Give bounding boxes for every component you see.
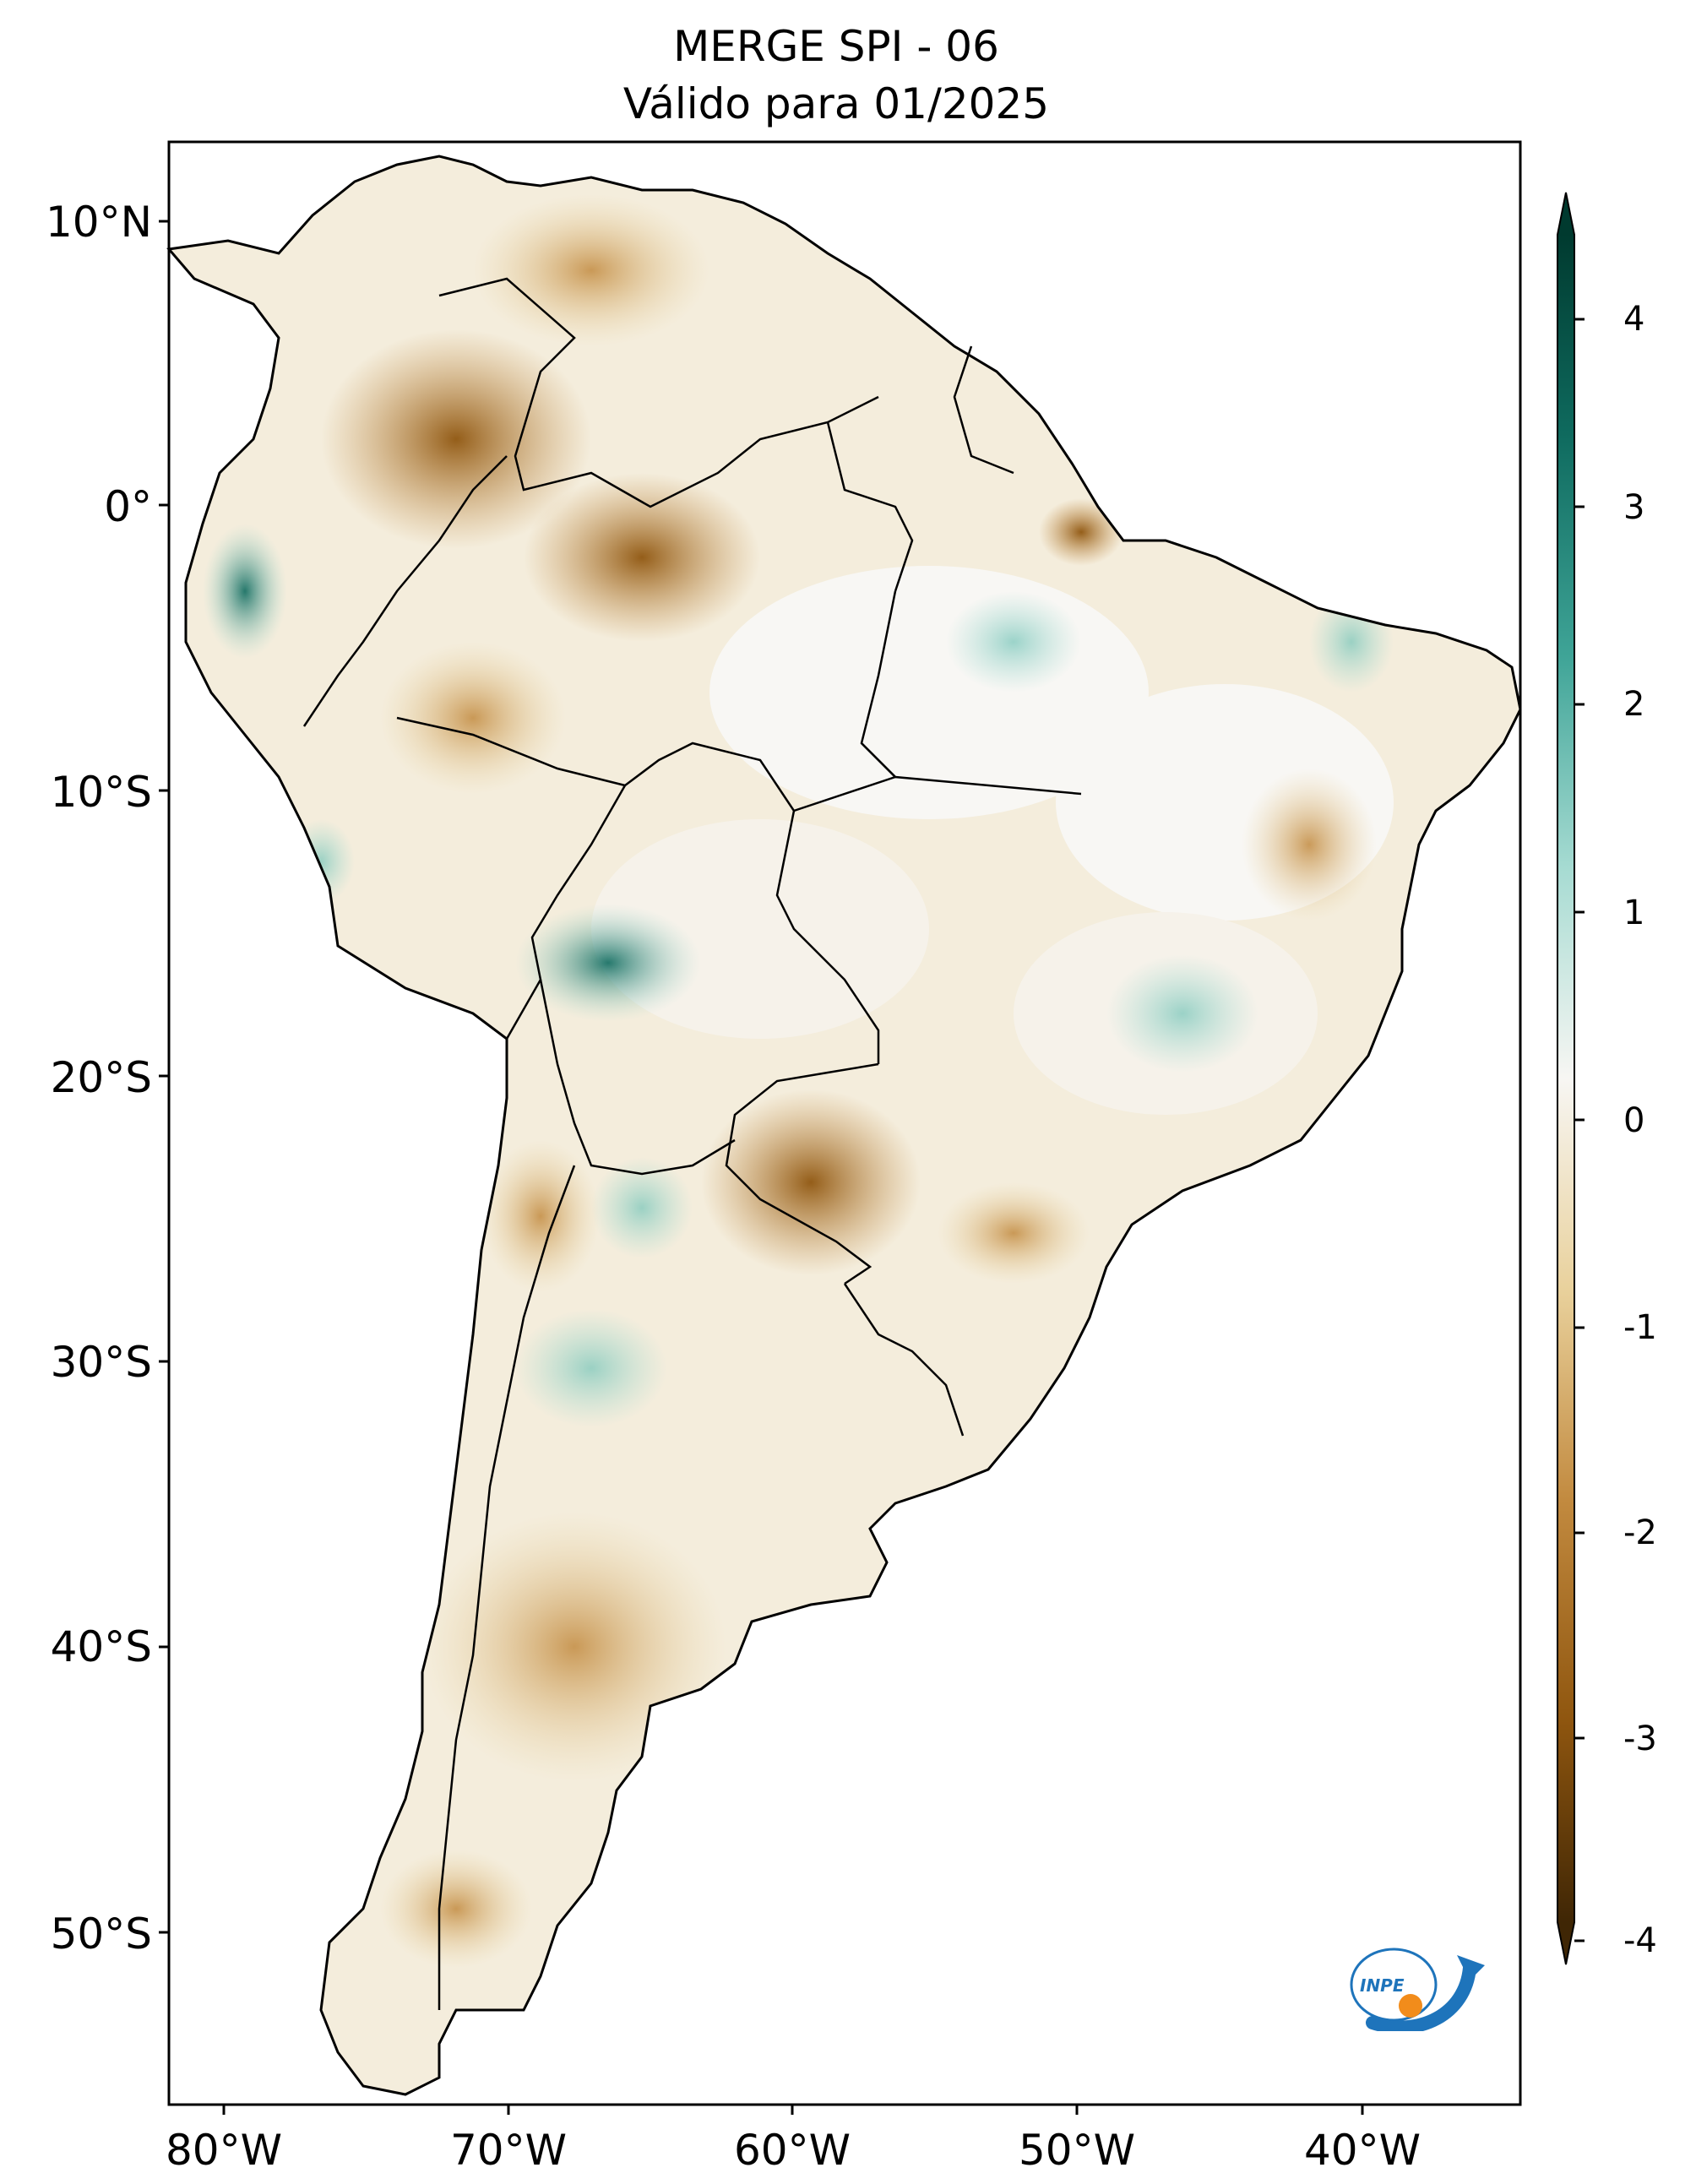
longitude-tick-marks <box>222 2105 1364 2115</box>
lon-tick-label: 60°W <box>733 2126 851 2175</box>
lon-tick-label: 80°W <box>165 2126 283 2175</box>
lon-tick-label: 50°W <box>1018 2126 1136 2175</box>
colorbar-tick-label: 2 <box>1623 685 1645 724</box>
lat-tick-label: 10°S <box>50 768 152 817</box>
colorbar-tick-label: 1 <box>1623 894 1645 932</box>
colorbar-tick-label: -3 <box>1623 1719 1657 1758</box>
lat-tick-label: 20°S <box>50 1053 152 1102</box>
colorbar-tick-label: -4 <box>1623 1921 1657 1960</box>
colorbar-tick-label: 3 <box>1623 488 1645 527</box>
lon-tick-label: 40°W <box>1303 2126 1421 2175</box>
lat-tick-label: 50°S <box>50 1910 152 1959</box>
map-title: MERGE SPI - 06 <box>673 22 999 71</box>
inpe-logo-text: INPE <box>1360 1975 1405 1996</box>
map-subtitle: Válido para 01/2025 <box>622 79 1050 128</box>
latitude-tick-marks <box>159 220 169 1934</box>
colorbar <box>1557 192 1575 1965</box>
colorbar-tick-label: -2 <box>1623 1513 1657 1552</box>
country-borders <box>302 277 1082 2010</box>
colorbar-tick-label: 0 <box>1623 1101 1645 1140</box>
lat-tick-label: 0° <box>104 482 152 531</box>
lat-tick-label: 40°S <box>50 1622 152 1671</box>
colorbar-tick-label: 4 <box>1623 300 1645 339</box>
colorbar-ticks <box>1574 318 1585 1942</box>
lat-tick-label: 30°S <box>50 1338 152 1387</box>
inpe-logo: INPE <box>1350 1948 1485 2031</box>
lon-tick-label: 70°W <box>449 2126 568 2175</box>
lat-tick-label: 10°N <box>45 198 152 247</box>
colorbar-tick-label: -1 <box>1623 1308 1657 1347</box>
